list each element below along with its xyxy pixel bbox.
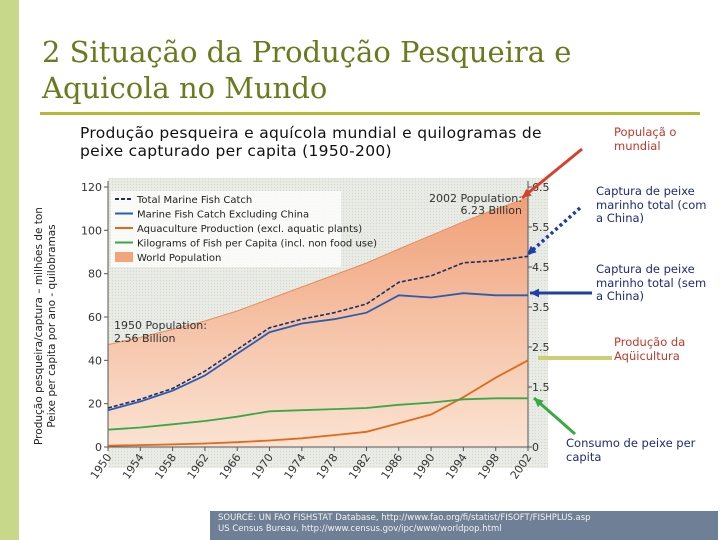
right-tick-label: 6.5 (532, 181, 550, 194)
legend-per-capita: Kilograms of Fish per Capita (incl. non … (137, 239, 377, 250)
annotation-1950-population-line2: 2.56 Billion (114, 332, 175, 345)
label-world-population: Populaçã o mundial (614, 125, 677, 153)
legend-total-catch: Total Marine Fish Catch (136, 195, 252, 206)
legend-world-population: World Population (137, 253, 221, 264)
arrow-total-catch-head (527, 245, 537, 255)
legend-catch-excl-china: Marine Fish Catch Excluding China (137, 210, 309, 221)
right-tick-label: 0 (532, 441, 539, 454)
series-total-marine-catch (107, 255, 529, 409)
series-catch-excl-china (107, 292, 528, 412)
annotation-2002-population-line2: 6.23 Billion (461, 204, 522, 217)
right-tick-label: 4.5 (532, 261, 550, 274)
legend-aquaculture: Aquaculture Production (excl. aquatic pl… (137, 224, 362, 235)
left-tick-label: 80 (88, 268, 102, 281)
label-aquaculture: Produção da Aqüicultura (614, 335, 686, 363)
right-tick-label: 2.5 (532, 341, 550, 354)
accent-bar (0, 0, 19, 540)
annotation-1950-population-line1: 1950 Population: (114, 319, 207, 332)
arrow-per-capita-head (534, 398, 544, 408)
left-tick-label: 120 (81, 181, 102, 194)
arrow-population-head (522, 188, 532, 198)
series-per-capita (107, 397, 528, 431)
legend-world-population-swatch (115, 252, 133, 262)
title-underline (40, 112, 700, 115)
arrow-population (521, 147, 583, 200)
label-catch-excl-china: Captura de peixe marinho total (sem a Ch… (596, 262, 707, 303)
label-total-catch: Captura de peixe marinho total (com a Ch… (596, 184, 707, 225)
source-text: SOURCE: UN FAO FISHSTAT Database, http:/… (218, 513, 708, 535)
chart-subtitle: Produção pesqueira e aquícola mundial e … (80, 124, 542, 160)
slide-title: 2 Situação da Produção Pesqueira e Aquic… (42, 35, 572, 105)
annotation-2002-population-line1: 2002 Population: (429, 192, 522, 205)
source-box (210, 511, 718, 540)
right-tick-label: 3.5 (532, 301, 550, 314)
right-tick-label: 5.5 (532, 221, 550, 234)
arrow-per-capita (533, 396, 576, 436)
left-tick-label: 60 (88, 311, 102, 324)
label-per-capita: Consumo de peixe per capita (566, 436, 696, 464)
left-tick-label: 0 (95, 441, 102, 454)
legend-box (111, 191, 341, 267)
right-tick-label: 1.5 (532, 381, 550, 394)
source-line-2: US Census Bureau, http://www.census.gov/… (218, 524, 502, 534)
arrow-catch-excl-china-head (530, 288, 540, 298)
left-tick-label: 100 (81, 224, 102, 237)
source-line-1: SOURCE: UN FAO FISHSTAT Database, http:/… (218, 513, 591, 523)
left-tick-label: 40 (88, 354, 102, 367)
left-tick-label: 20 (88, 398, 102, 411)
series-world-population (107, 197, 529, 448)
